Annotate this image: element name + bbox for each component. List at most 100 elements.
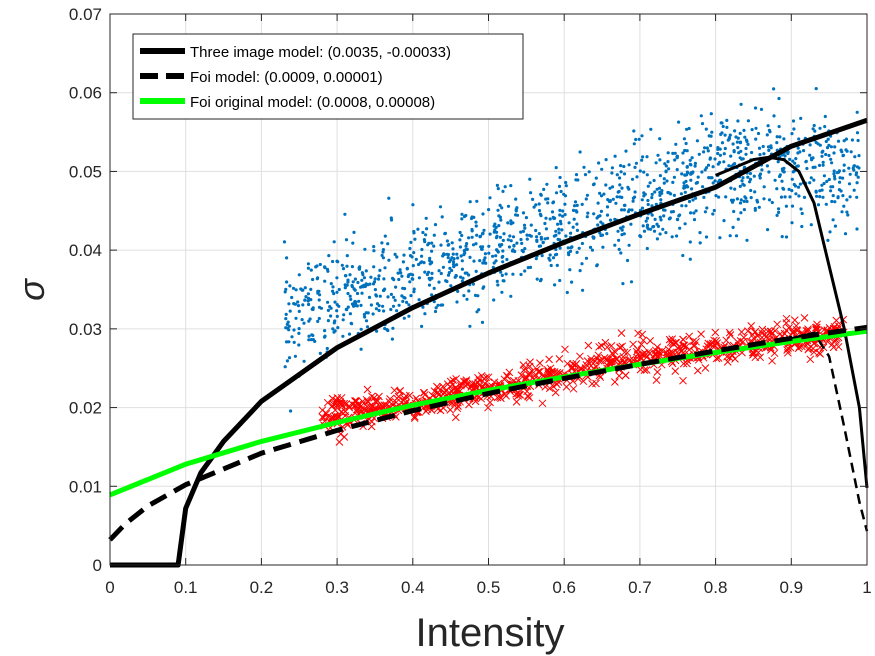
scatter-point	[539, 193, 543, 197]
scatter-point	[838, 180, 842, 184]
scatter-point	[343, 286, 347, 290]
scatter-x-marker	[562, 383, 571, 391]
scatter-point	[832, 151, 836, 155]
scatter-point	[529, 223, 533, 227]
scatter-x-marker	[584, 341, 593, 350]
scatter-point	[654, 202, 658, 206]
scatter-x-marker	[725, 328, 734, 337]
scatter-point	[442, 252, 446, 256]
scatter-point	[352, 230, 356, 234]
scatter-x-marker	[633, 345, 642, 354]
y-tick-label: 0	[93, 556, 102, 575]
scatter-point	[664, 164, 668, 168]
scatter-point	[575, 250, 579, 254]
scatter-point	[570, 245, 574, 249]
scatter-point	[303, 298, 307, 302]
scatter-point	[802, 149, 806, 153]
series-line	[715, 155, 869, 489]
scatter-x-marker	[816, 350, 825, 358]
scatter-point	[777, 210, 781, 214]
scatter-point	[335, 309, 339, 313]
scatter-point	[797, 137, 801, 141]
scatter-point	[476, 294, 480, 298]
scatter-point	[372, 245, 376, 249]
scatter-point	[637, 137, 641, 141]
scatter-point	[284, 312, 288, 316]
scatter-point	[537, 232, 541, 236]
scatter-point	[685, 149, 689, 153]
scatter-point	[744, 152, 748, 156]
scatter-point	[651, 225, 655, 229]
scatter-point	[307, 334, 311, 338]
scatter-point	[463, 271, 467, 275]
scatter-point	[815, 194, 819, 198]
scatter-point	[326, 319, 330, 323]
scatter-point	[474, 224, 478, 228]
scatter-point	[346, 278, 350, 282]
scatter-point	[597, 161, 601, 165]
scatter-x-marker	[428, 391, 437, 400]
scatter-point	[355, 304, 359, 308]
scatter-point	[539, 277, 543, 282]
scatter-x-marker	[616, 343, 624, 352]
scatter-point	[658, 174, 663, 178]
scatter-point	[820, 188, 824, 192]
scatter-point	[685, 127, 689, 131]
scatter-point	[323, 334, 327, 338]
scatter-point	[582, 165, 586, 169]
scatter-point	[604, 158, 608, 162]
scatter-point	[460, 259, 464, 263]
scatter-point	[467, 236, 471, 240]
scatter-point	[391, 304, 396, 308]
scatter-point	[439, 243, 443, 247]
scatter-point	[782, 187, 786, 191]
scatter-point	[709, 143, 713, 148]
scatter-x-marker	[368, 417, 376, 426]
scatter-point	[465, 242, 469, 246]
x-axis-title: Intensity	[416, 611, 565, 655]
scatter-point	[554, 229, 558, 233]
scatter-point	[465, 247, 469, 251]
scatter-point	[856, 138, 860, 143]
scatter-point	[698, 231, 702, 235]
scatter-point	[585, 193, 590, 197]
scatter-point	[645, 173, 649, 177]
scatter-point	[622, 172, 627, 176]
scatter-point	[307, 302, 311, 307]
scatter-point	[688, 257, 692, 261]
scatter-point	[449, 284, 453, 288]
scatter-point	[520, 241, 524, 245]
scatter-x-marker	[386, 395, 394, 403]
scatter-point	[642, 194, 646, 198]
scatter-point	[754, 137, 758, 141]
x-tick-label: 0.8	[704, 578, 728, 597]
scatter-point	[629, 222, 633, 226]
scatter-point	[733, 187, 737, 191]
scatter-point	[482, 228, 486, 232]
scatter-point	[697, 152, 701, 156]
scatter-point	[656, 153, 660, 157]
scatter-point	[342, 313, 346, 317]
scatter-x-marker	[341, 407, 350, 416]
scatter-x-marker	[536, 359, 544, 367]
scatter-point	[814, 140, 818, 145]
scatter-point	[564, 184, 568, 188]
scatter-point	[725, 118, 729, 122]
scatter-point	[855, 131, 860, 135]
scatter-point	[317, 305, 322, 309]
scatter-point	[391, 276, 395, 280]
scatter-point	[316, 289, 320, 293]
scatter-point	[767, 198, 772, 202]
scatter-point	[760, 168, 764, 172]
scatter-point	[386, 242, 390, 246]
scatter-point	[853, 155, 857, 159]
scatter-point	[820, 154, 824, 158]
scatter-point	[515, 206, 519, 210]
scatter-point	[717, 195, 721, 199]
scatter-point	[794, 192, 798, 196]
scatter-point	[336, 326, 340, 330]
scatter-x-marker	[484, 403, 492, 412]
scatter-point	[645, 246, 649, 251]
scatter-point	[767, 170, 771, 174]
scatter-point	[504, 272, 508, 276]
